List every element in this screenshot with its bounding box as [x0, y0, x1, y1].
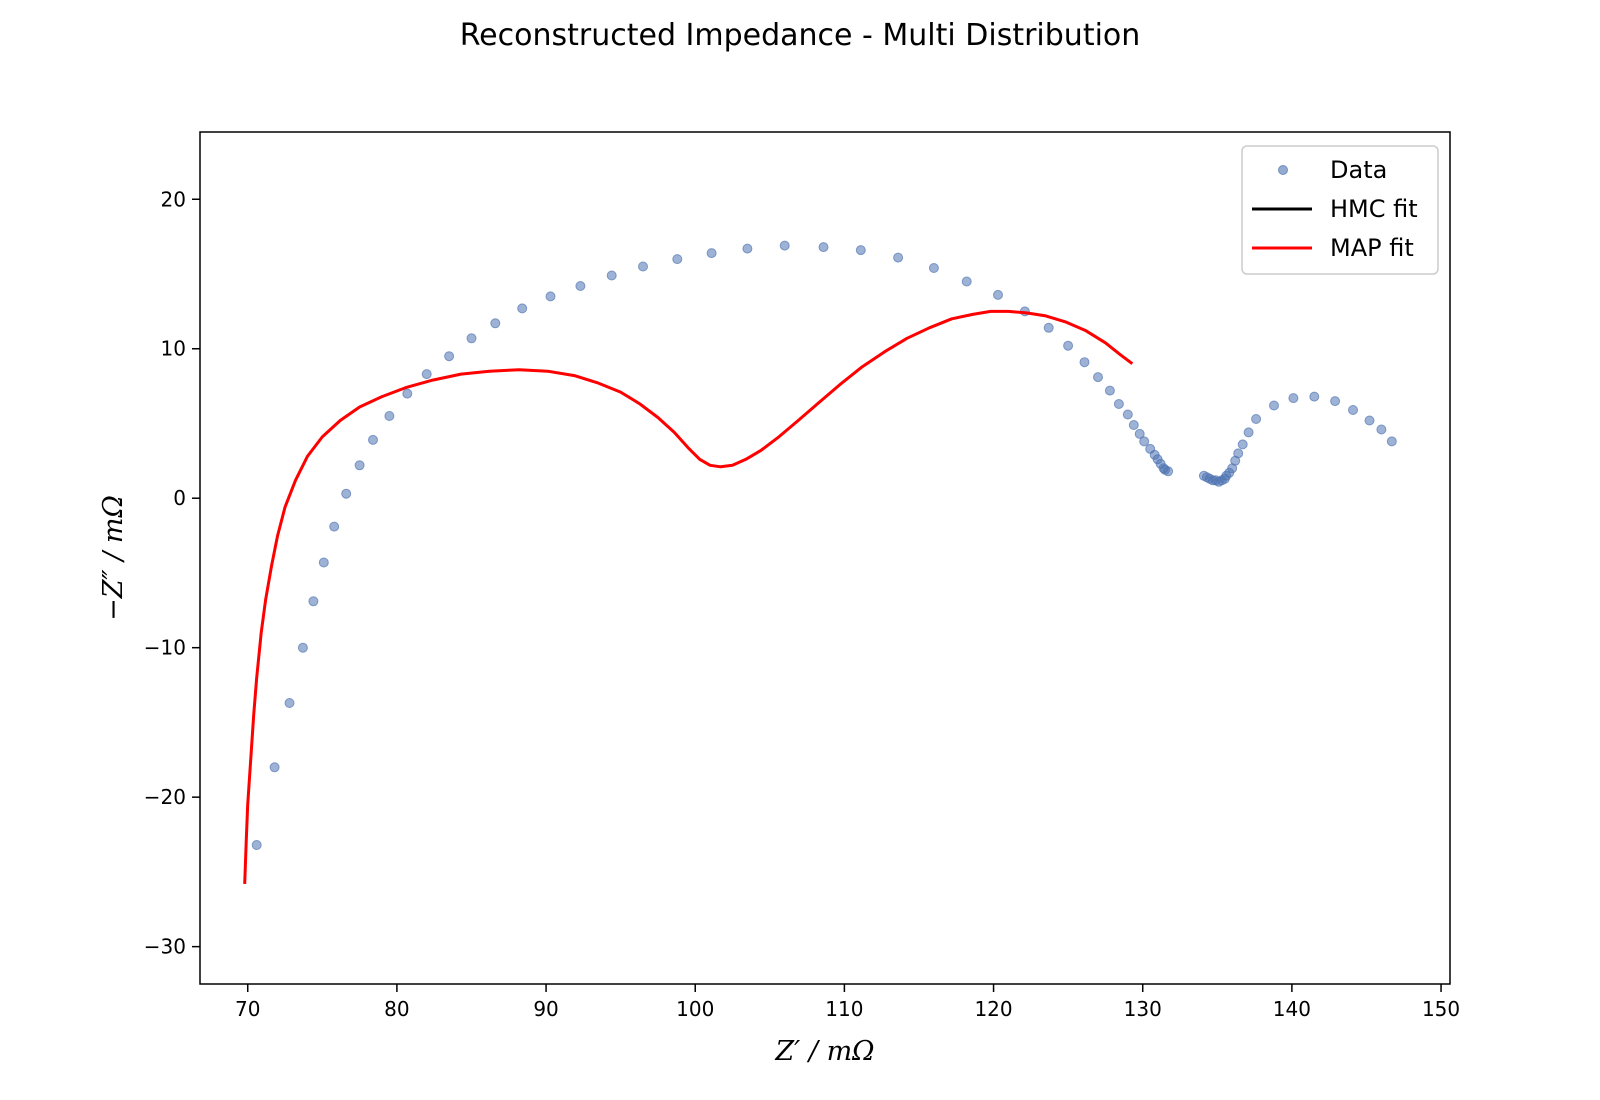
data-point [1386, 436, 1397, 447]
y-tick-label: 20 [161, 187, 186, 211]
data-point [490, 318, 501, 329]
y-tick-label: −20 [144, 785, 186, 809]
data-point [297, 642, 308, 653]
data-point [1093, 372, 1103, 383]
data-point [1128, 420, 1139, 430]
data-point [893, 252, 904, 263]
data-point [606, 270, 617, 281]
data-point [1288, 393, 1299, 404]
data-scatter-series [251, 240, 1397, 850]
data-point [1063, 340, 1074, 351]
data-point [318, 557, 329, 568]
x-tick-label: 90 [533, 997, 558, 1021]
data-point [1237, 439, 1248, 450]
data-point [1113, 399, 1124, 409]
legend-label-map: MAP fit [1330, 234, 1414, 262]
data-point [1348, 405, 1358, 415]
data-point [706, 248, 717, 259]
data-point [517, 303, 528, 314]
x-tick-label: 140 [1273, 997, 1311, 1021]
x-axis-label: Z′ / mΩ [774, 1036, 874, 1067]
legend-box [1241, 145, 1439, 275]
data-point [961, 276, 972, 287]
data-point [1330, 396, 1341, 407]
data-point [1251, 414, 1262, 424]
data-point [308, 596, 319, 607]
data-point [421, 369, 432, 380]
data-point [354, 460, 365, 471]
legend-label-hmc: HMC fit [1330, 195, 1418, 223]
data-point [1163, 466, 1174, 477]
plot-area-frame [199, 131, 1451, 985]
data-point [341, 488, 352, 499]
data-point [1043, 322, 1054, 333]
legend-label-data: Data [1330, 156, 1387, 184]
x-tick-label: 80 [384, 997, 409, 1021]
data-point [1243, 427, 1254, 438]
data-point [638, 261, 648, 272]
x-axis-ticks: 70 80 90 100 110 120 130 140 150 [235, 984, 1460, 1021]
y-axis-label: −Z″ / mΩ [98, 495, 129, 621]
data-point [1104, 385, 1115, 396]
legend: Data HMC fit MAP fit [1241, 145, 1439, 275]
y-tick-label: 10 [161, 337, 186, 361]
data-point [368, 434, 378, 445]
data-point [251, 840, 262, 850]
x-tick-label: 130 [1124, 997, 1162, 1021]
x-tick-label: 100 [676, 997, 714, 1021]
series-layer [243, 240, 1397, 884]
data-point [1134, 428, 1145, 439]
chart-title: Reconstructed Impedance - Multi Distribu… [460, 18, 1141, 53]
x-tick-label: 150 [1422, 997, 1460, 1021]
data-point [672, 254, 683, 265]
data-point [779, 240, 790, 251]
data-point [384, 411, 395, 421]
y-tick-label: 0 [173, 486, 186, 510]
x-tick-label: 70 [235, 997, 260, 1021]
data-point [1139, 436, 1150, 447]
y-axis-ticks: −30 −20 −10 0 10 20 [144, 187, 200, 959]
data-point [444, 351, 455, 362]
x-tick-label: 120 [974, 997, 1012, 1021]
data-point [1079, 357, 1090, 368]
x-tick-label: 110 [825, 997, 863, 1021]
data-point [1309, 391, 1320, 402]
data-point [818, 242, 829, 253]
data-point [1376, 424, 1387, 435]
data-point [329, 521, 340, 532]
map-fit-line [243, 309, 1134, 884]
y-tick-label: −10 [144, 636, 186, 660]
data-point [1233, 448, 1244, 459]
legend-data-marker [1278, 165, 1288, 175]
y-tick-label: −30 [144, 935, 186, 959]
data-point [742, 243, 753, 254]
data-point [1364, 415, 1375, 426]
data-point [466, 333, 477, 344]
data-point [402, 388, 413, 399]
data-point [1122, 409, 1133, 420]
data-point [993, 289, 1003, 300]
data-point [855, 245, 866, 256]
data-point [928, 263, 939, 273]
data-point [545, 291, 556, 302]
data-point [269, 762, 280, 773]
data-point [284, 698, 295, 708]
data-point [575, 281, 586, 291]
data-point [1269, 400, 1279, 411]
